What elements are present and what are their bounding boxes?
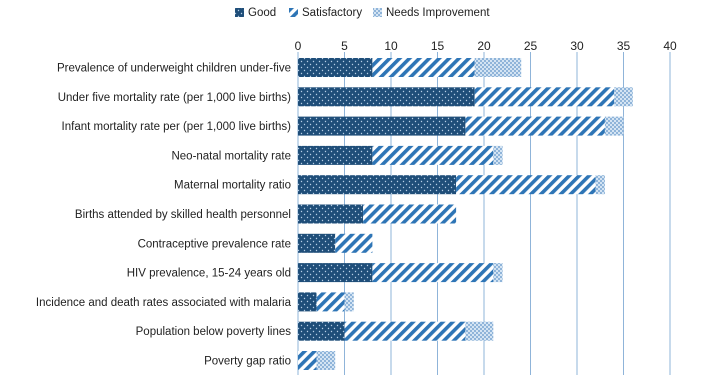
bar-needs-improvement bbox=[316, 351, 336, 370]
x-tick-label-15: 15 bbox=[431, 39, 445, 53]
legend-swatch-satisfactory bbox=[289, 8, 298, 17]
bar-needs-improvement bbox=[474, 58, 522, 77]
category-label: Population below poverty lines bbox=[136, 326, 292, 338]
bar-good bbox=[298, 145, 373, 165]
category-label: Neo-natal mortality rate bbox=[171, 150, 291, 162]
x-tick-label-20: 20 bbox=[477, 39, 491, 53]
bar-good bbox=[298, 204, 364, 224]
bar-good bbox=[298, 233, 336, 253]
bar-satisfactory bbox=[335, 233, 373, 253]
bar-satisfactory bbox=[372, 58, 475, 77]
bar-satisfactory bbox=[363, 204, 457, 224]
bar-satisfactory bbox=[316, 292, 345, 312]
bar-good bbox=[298, 263, 373, 283]
bar-satisfactory bbox=[456, 175, 596, 195]
bar-needs-improvement bbox=[493, 145, 503, 165]
legend-swatch-needs-improvement bbox=[373, 8, 382, 17]
bar-satisfactory bbox=[298, 351, 317, 370]
bar-needs-improvement bbox=[595, 175, 605, 195]
bar-good bbox=[298, 87, 475, 107]
x-axis-ticks: 0 5 10 15 20 25 30 35 40 bbox=[295, 39, 677, 53]
category-label: Poverty gap ratio bbox=[204, 356, 291, 368]
x-tick-label-40: 40 bbox=[663, 39, 677, 53]
x-tick-label-0: 0 bbox=[295, 39, 302, 53]
legend-swatch-good bbox=[235, 8, 244, 17]
bar-satisfactory bbox=[372, 145, 494, 165]
category-label: Under five mortality rate (per 1,000 liv… bbox=[58, 92, 291, 104]
x-tick-label-30: 30 bbox=[570, 39, 584, 53]
bar-good bbox=[298, 321, 345, 341]
category-label: Incidence and death rates associated wit… bbox=[36, 297, 292, 309]
bar-needs-improvement bbox=[493, 263, 503, 283]
x-tick-label-35: 35 bbox=[617, 39, 631, 53]
category-label: Births attended by skilled health person… bbox=[75, 209, 291, 221]
category-label: HIV prevalence, 15-24 years old bbox=[127, 268, 291, 280]
x-tick-label-5: 5 bbox=[341, 39, 348, 53]
bars bbox=[298, 58, 633, 370]
bar-good bbox=[298, 58, 373, 77]
bar-needs-improvement bbox=[604, 116, 624, 136]
bar-good bbox=[298, 116, 466, 136]
category-label: Infant mortality rate per (per 1,000 liv… bbox=[62, 121, 292, 133]
category-labels: Prevalence of underweight children under… bbox=[36, 63, 292, 368]
bar-needs-improvement bbox=[344, 292, 354, 312]
bar-good bbox=[298, 292, 317, 312]
bar-satisfactory bbox=[465, 116, 605, 136]
category-label: Maternal mortality ratio bbox=[174, 180, 291, 192]
bar-satisfactory bbox=[344, 321, 466, 341]
legend: Good Satisfactory Needs Improvement bbox=[235, 7, 490, 19]
bar-satisfactory bbox=[474, 87, 615, 107]
legend-label-needs-improvement: Needs Improvement bbox=[386, 7, 490, 19]
bar-needs-improvement bbox=[614, 87, 633, 107]
category-label: Prevalence of underweight children under… bbox=[57, 63, 291, 75]
bar-satisfactory bbox=[372, 263, 494, 283]
legend-label-good: Good bbox=[248, 7, 276, 19]
legend-label-satisfactory: Satisfactory bbox=[302, 7, 362, 19]
x-tick-label-10: 10 bbox=[384, 39, 398, 53]
category-label: Contraceptive prevalence rate bbox=[138, 238, 291, 250]
bar-good bbox=[298, 175, 457, 195]
bar-needs-improvement bbox=[465, 321, 494, 341]
x-tick-label-25: 25 bbox=[524, 39, 538, 53]
